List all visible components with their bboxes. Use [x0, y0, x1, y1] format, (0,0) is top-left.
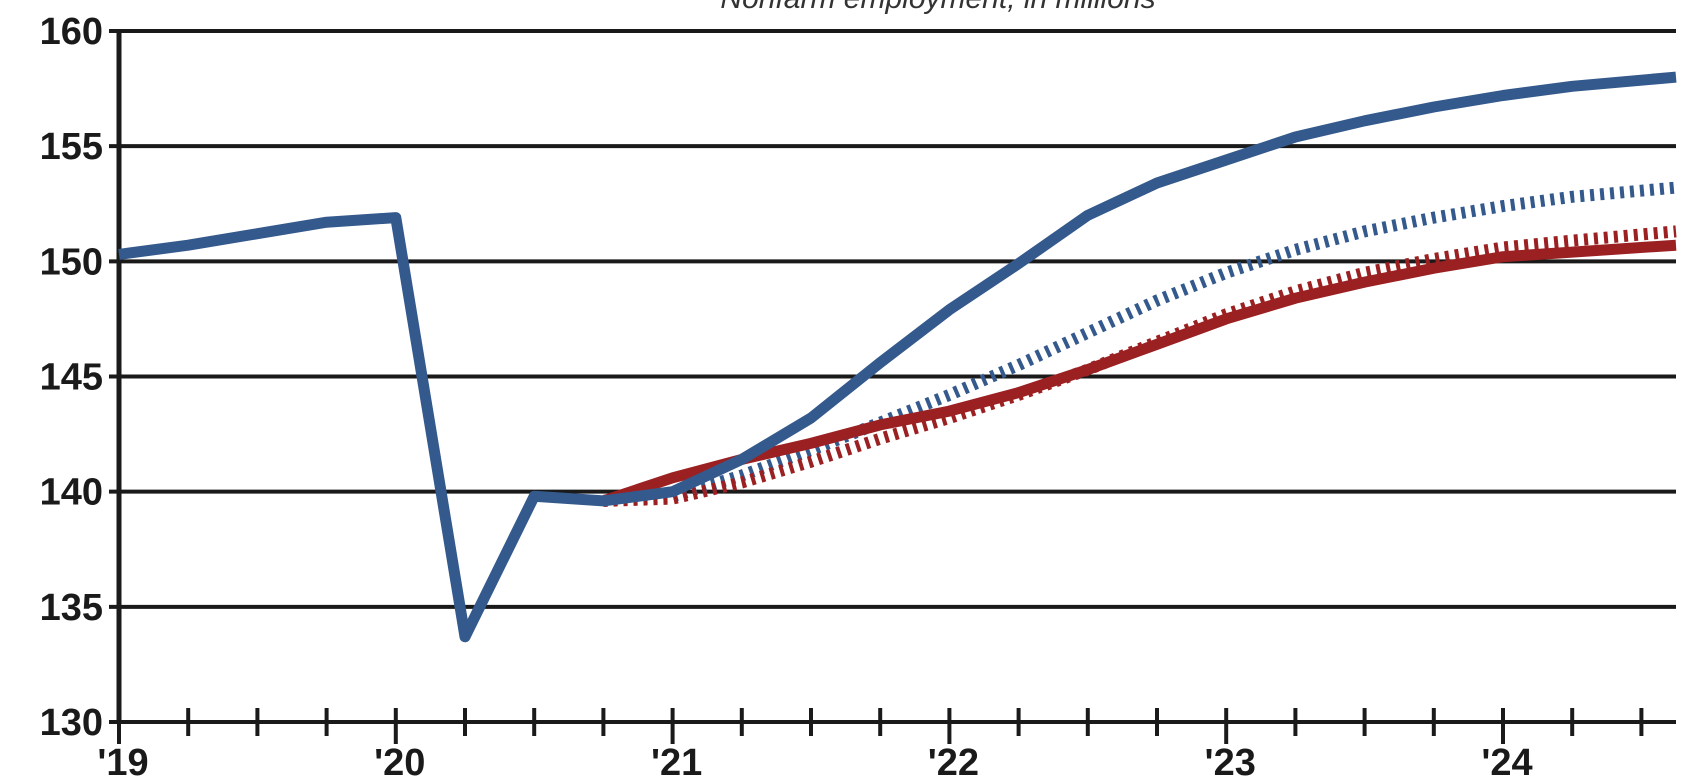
chart-subtitle: Nonfarm employment, in millions: [720, 0, 1155, 15]
y-tick-label: 145: [40, 357, 103, 399]
y-tick-label: 140: [40, 472, 103, 514]
series-line-dotted-red: [603, 225, 1677, 507]
series-line-solid-red: [601, 239, 1677, 507]
y-axis: 130 135 140 145 150 155 160: [40, 11, 122, 744]
series-lines: [118, 71, 1677, 643]
y-tick-label: 160: [40, 11, 103, 53]
x-tick-label: '23: [1205, 742, 1256, 783]
grid: [109, 29, 1676, 724]
x-tick-label: '20: [374, 742, 425, 783]
x-tick-label: '22: [928, 742, 979, 783]
x-tick-label: '21: [651, 742, 702, 783]
y-tick-label: 135: [40, 587, 103, 629]
series-line-solid-blue: [118, 71, 1677, 643]
x-tick-label: '24: [1481, 742, 1532, 783]
y-tick-label: 150: [40, 241, 103, 283]
y-tick-label: 130: [40, 702, 103, 744]
y-tick-label: 155: [40, 126, 103, 168]
x-axis: '19 '20 '21 '22 '23 '24: [97, 708, 1644, 783]
x-tick-label: '19: [97, 742, 148, 783]
